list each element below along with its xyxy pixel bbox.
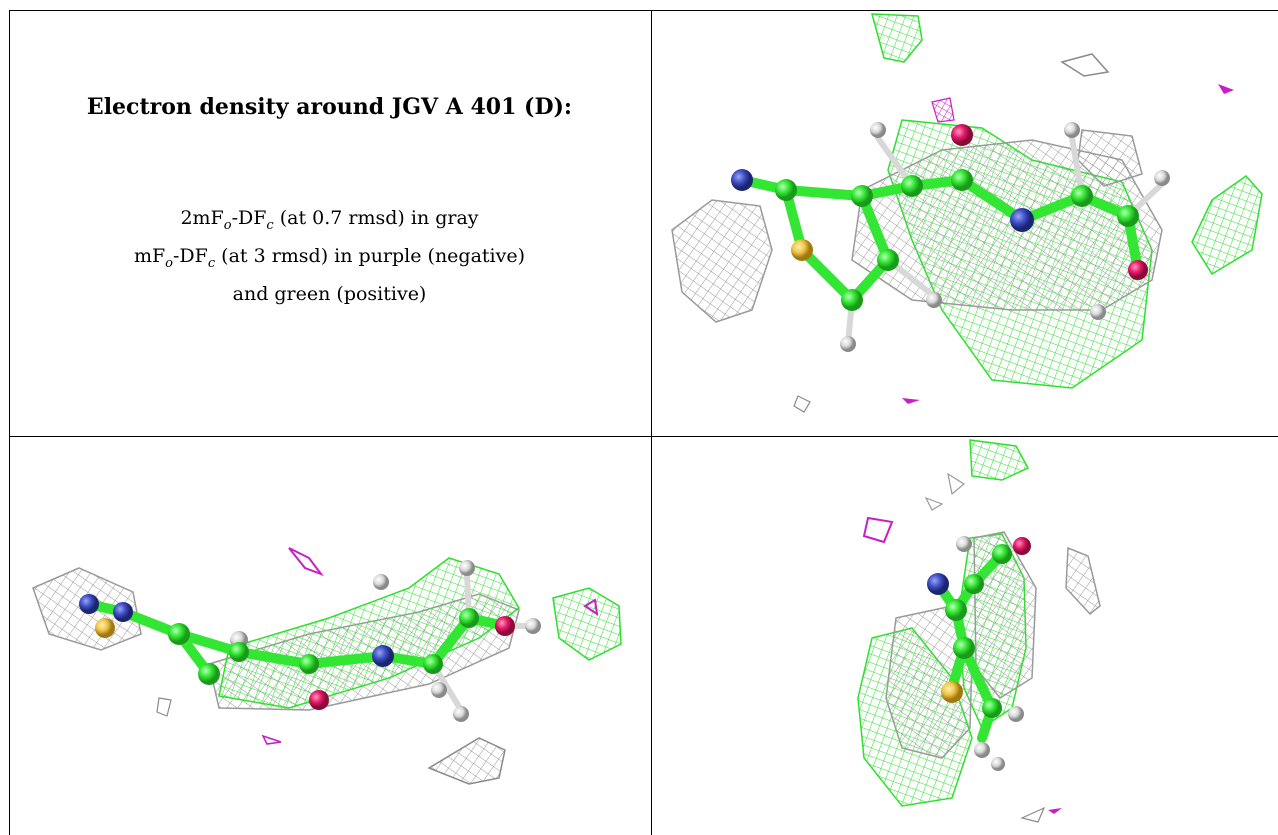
carbon-atom: [198, 663, 220, 685]
carbon-atom: [992, 544, 1012, 564]
density-view-3: [652, 438, 1278, 835]
carbon-atom: [877, 249, 899, 271]
hydrogen-atom: [1090, 304, 1106, 320]
carbon-atom: [953, 637, 975, 659]
hydrogen-atom: [991, 757, 1005, 771]
density-render-2: [32, 547, 622, 785]
positive-density-blob: [871, 13, 923, 63]
carbon-atom: [951, 169, 973, 191]
density-view-2: [9, 438, 650, 835]
carbon-atom: [964, 574, 984, 594]
legend-sub: o: [165, 255, 173, 271]
carbon-atom: [423, 654, 443, 674]
hydrogen-atom: [870, 122, 886, 138]
2fofc-density-blob: [1065, 546, 1101, 616]
hydrogen-atom: [431, 682, 447, 698]
density-view-1: [652, 10, 1278, 435]
2fofc-density-blob: [1077, 129, 1143, 187]
table-border-left: [9, 10, 10, 835]
carbon-atom: [1071, 185, 1093, 207]
carbon-atom: [851, 185, 873, 207]
legend-text: 2mF: [180, 207, 224, 229]
table-border-top: [9, 10, 1278, 11]
2fofc-density-blob: [924, 472, 966, 511]
oxygen-atom: [1013, 537, 1031, 555]
legend-text: mF: [133, 244, 166, 267]
hydrogen-atom: [1008, 706, 1024, 722]
oxygen-atom: [309, 690, 329, 710]
oxygen-atom: [495, 616, 515, 636]
legend-line-2fofc: 2mFo-DFc (at 0.7 rmsd) in gray: [9, 203, 650, 241]
oxygen-atom: [1128, 260, 1148, 280]
carbon-atom: [901, 175, 923, 197]
positive-density-blob: [1191, 175, 1263, 276]
hydrogen-atom: [525, 618, 541, 634]
carbon-atom: [982, 698, 1002, 718]
sulfur-atom: [941, 681, 963, 703]
legend-sub: c: [207, 255, 216, 271]
density-render-1: [671, 13, 1263, 413]
negative-density-blob: [1218, 84, 1234, 94]
negative-density-blob: [583, 598, 599, 617]
negative-density-blob: [902, 398, 920, 404]
positive-density-blob: [969, 439, 1030, 481]
legend-text: -DF: [173, 244, 208, 267]
2fofc-density-blob: [1060, 53, 1110, 77]
carbon-atom: [459, 608, 479, 628]
negative-density-blob: [862, 516, 894, 544]
2fofc-density-blob: [427, 737, 506, 785]
sulfur-atom: [95, 618, 115, 638]
nitrogen-atom: [79, 594, 99, 614]
legend-text: -DF: [231, 207, 267, 229]
legend-line-fofc: mFo-DFc (at 3 rmsd) in purple (negative): [9, 241, 650, 279]
carbon-atom: [1117, 205, 1139, 227]
map-legend: 2mFo-DFc (at 0.7 rmsd) in gray mFo-DFc (…: [9, 203, 650, 310]
negative-density-blob: [931, 97, 955, 123]
legend-text: (at 0.7 rmsd) in gray: [273, 207, 479, 229]
nitrogen-atom: [372, 645, 394, 667]
legend-sub: o: [223, 217, 232, 233]
negative-density-blob: [261, 734, 282, 745]
carbon-atom: [299, 654, 319, 674]
positive-density-blob: [552, 587, 622, 661]
table-border-middle: [651, 10, 652, 835]
2fofc-density-blob: [156, 697, 172, 717]
2fofc-density-blob: [793, 395, 811, 413]
nitrogen-atom: [113, 602, 133, 622]
oxygen-atom: [951, 124, 973, 146]
carbon-atom: [841, 289, 863, 311]
2fofc-density-blob: [1020, 806, 1046, 823]
sulfur-atom: [791, 239, 813, 261]
hydrogen-atom: [373, 574, 389, 590]
figure-title: Electron density around JGV A 401 (D):: [86, 94, 573, 120]
hydrogen-atom: [840, 336, 856, 352]
hydrogen-atom: [926, 292, 942, 308]
hydrogen-atom: [459, 560, 475, 576]
density-render-3: [857, 439, 1101, 823]
2fofc-density-blob: [671, 199, 773, 323]
table-border-row: [9, 436, 1278, 437]
carbon-atom: [229, 642, 249, 662]
nitrogen-atom: [1010, 208, 1034, 232]
hydrogen-atom: [453, 706, 469, 722]
hydrogen-atom: [1154, 170, 1170, 186]
negative-density-blob: [288, 547, 324, 577]
carbon-atom: [168, 623, 190, 645]
hydrogen-atom: [974, 742, 990, 758]
caption-panel: Electron density around JGV A 401 (D): 2…: [9, 10, 650, 435]
hydrogen-atom: [1064, 122, 1080, 138]
legend-sub: c: [266, 217, 274, 233]
negative-density-blob: [1048, 808, 1062, 814]
legend-text: (at 3 rmsd) in purple (negative): [215, 244, 526, 267]
legend-line-colors: and green (positive): [232, 282, 427, 305]
nitrogen-atom: [927, 573, 949, 595]
hydrogen-atom: [956, 536, 972, 552]
positive-density-blob: [218, 557, 520, 709]
nitrogen-atom: [731, 169, 753, 191]
carbon-atom: [775, 179, 797, 201]
carbon-atom: [945, 599, 967, 621]
